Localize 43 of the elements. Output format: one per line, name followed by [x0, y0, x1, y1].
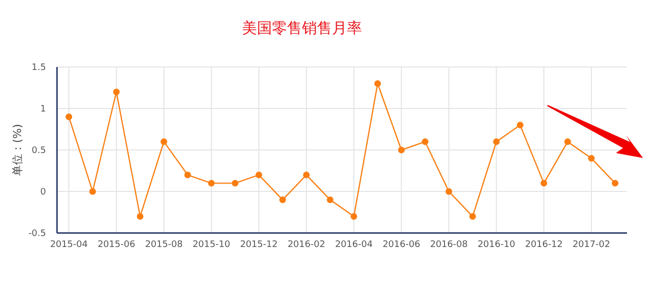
point [279, 196, 286, 204]
point [516, 122, 524, 128]
x-tick-label: 2016-10 [478, 240, 516, 250]
y-tick-label: 1 [40, 104, 46, 114]
point [303, 172, 310, 178]
point [398, 146, 405, 154]
point [422, 138, 428, 145]
x-tick-label: 2015-04 [50, 240, 88, 250]
x-tick-label: 2016-04 [335, 240, 373, 250]
x-tick-label: 2016-12 [525, 240, 563, 250]
point [136, 213, 144, 220]
point [540, 180, 548, 186]
x-tick-label: 2015-06 [98, 240, 136, 250]
y-tick-label: -0.5 [28, 229, 46, 239]
point [350, 213, 358, 220]
x-tick-label: 2015-08 [145, 240, 183, 250]
point [326, 196, 334, 204]
y-tick-label: 0.5 [32, 146, 46, 156]
x-tick-label: 2016-06 [382, 240, 420, 250]
y-tick-label: 1.5 [32, 63, 46, 73]
x-tick-label: 2015-12 [240, 240, 278, 250]
point [493, 138, 500, 145]
point [89, 188, 96, 195]
point [469, 213, 476, 220]
point [113, 88, 120, 96]
x-tick-label: 2016-08 [430, 240, 468, 250]
y-tick-label: 0 [40, 188, 46, 198]
point [446, 188, 452, 195]
point [612, 180, 618, 186]
point [564, 138, 571, 145]
chart-title: 美国零售销售月率 [242, 19, 362, 37]
point [66, 114, 72, 120]
point [232, 180, 238, 186]
point [184, 172, 191, 178]
x-tick-label: 2016-02 [288, 240, 326, 250]
y-axis-title: 单位：(%) [11, 124, 24, 176]
point [160, 138, 168, 145]
point [256, 172, 262, 178]
point [374, 80, 381, 87]
point [588, 155, 595, 162]
point [208, 180, 215, 186]
x-tick-label: 2017-02 [572, 240, 610, 250]
x-tick-label: 2015-10 [192, 240, 230, 250]
